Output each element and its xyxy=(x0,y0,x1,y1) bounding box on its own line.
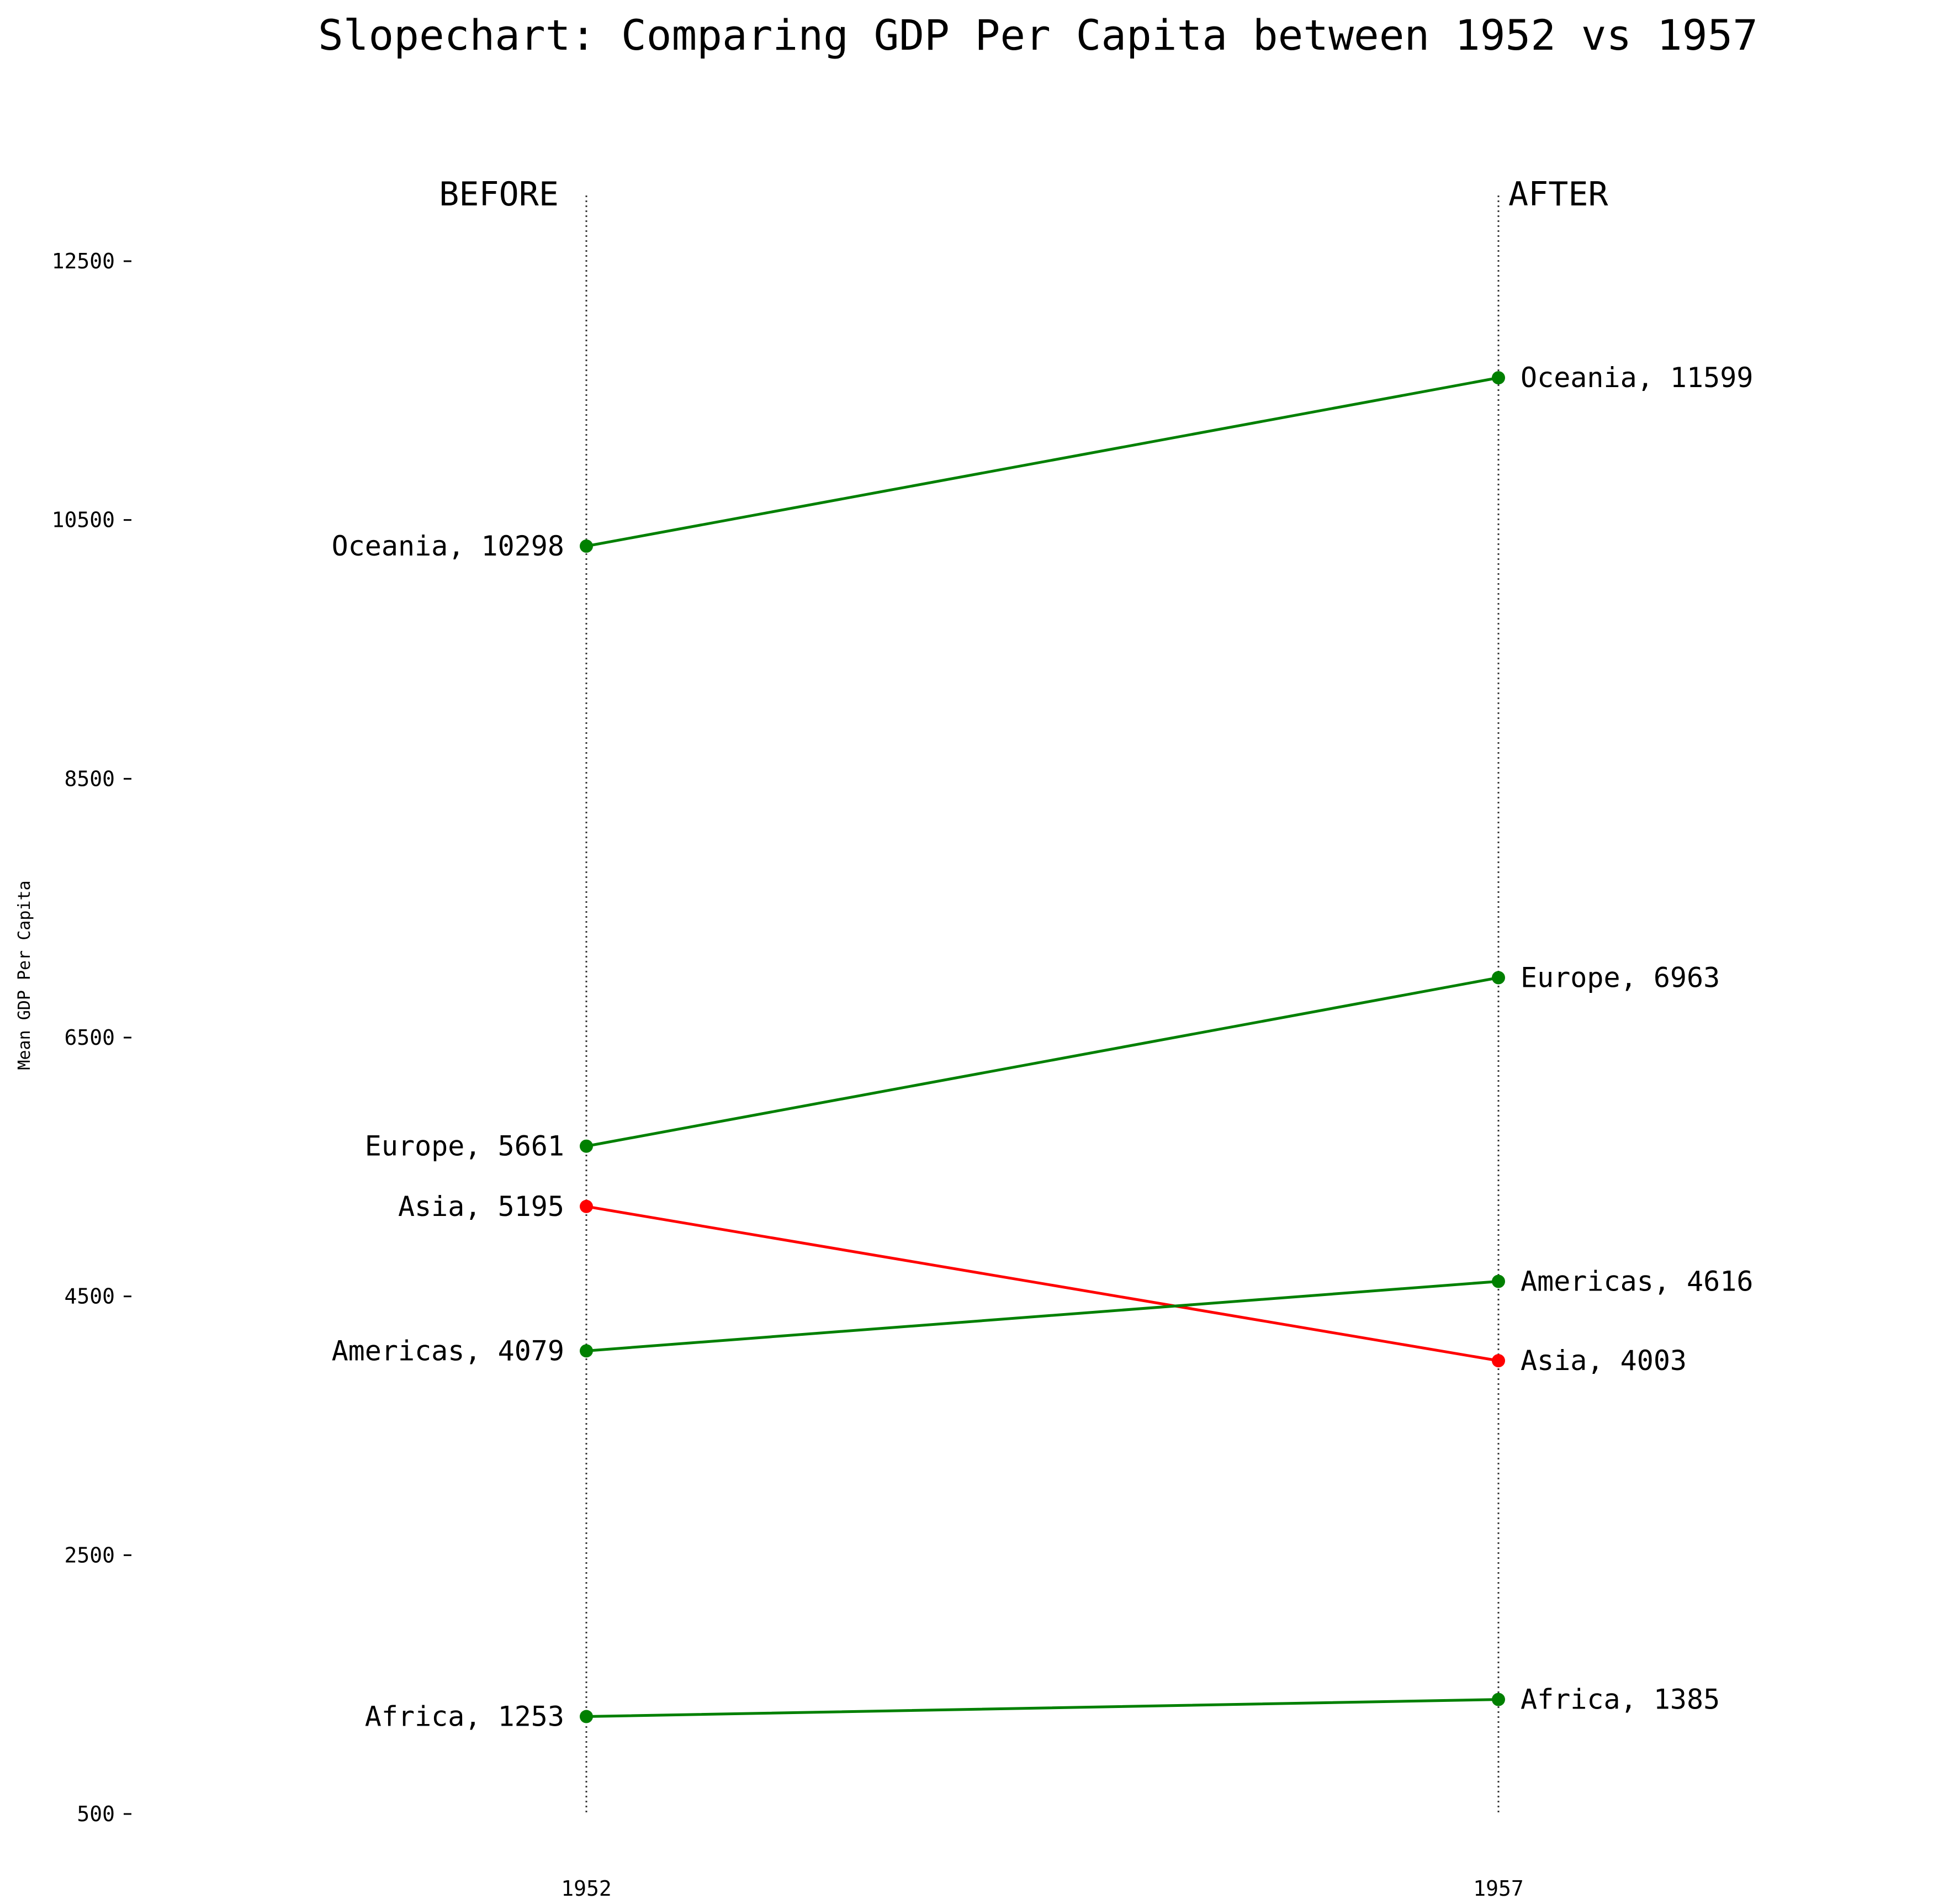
label-oceania-1957: Oceania, 11599 xyxy=(1521,362,1753,394)
slope-line-europe xyxy=(585,976,1500,1148)
y-axis: 500 2500 4500 6500 8500 10500 12500 xyxy=(52,249,131,1826)
y-tick-label: 2500 xyxy=(64,1543,115,1567)
x-tick-label-1952: 1952 xyxy=(561,1876,612,1901)
slope-line-asia xyxy=(585,1205,1500,1362)
label-americas-1957: Americas, 4616 xyxy=(1521,1265,1753,1297)
label-africa-1952: Africa, 1253 xyxy=(365,1701,564,1733)
label-oceania-1952: Oceania, 10298 xyxy=(332,530,564,562)
label-europe-1952: Europe, 5661 xyxy=(365,1130,564,1162)
y-tick-label: 12500 xyxy=(52,249,115,273)
label-europe-1957: Europe, 6963 xyxy=(1521,962,1720,994)
label-asia-1957: Asia, 4003 xyxy=(1521,1345,1687,1377)
x-tick-label-1957: 1957 xyxy=(1473,1876,1524,1901)
y-axis-label: Mean GDP Per Capita xyxy=(15,880,34,1070)
point-asia-1952 xyxy=(580,1199,593,1213)
point-africa-1952 xyxy=(580,1710,593,1723)
series-americas: Americas, 4079 Americas, 4616 xyxy=(332,1265,1754,1367)
series-layer: Oceania, 10298 Oceania, 11599 Europe, 5661… xyxy=(332,362,1754,1732)
point-asia-1957 xyxy=(1492,1354,1505,1368)
point-europe-1957 xyxy=(1492,971,1505,985)
year-guide-lines xyxy=(585,195,1500,1814)
label-americas-1952: Americas, 4079 xyxy=(332,1335,564,1367)
chart-title: Slopechart: Comparing GDP Per Capita bet… xyxy=(318,10,1758,60)
point-americas-1952 xyxy=(580,1344,593,1358)
slope-line-africa xyxy=(585,1698,1500,1718)
point-americas-1957 xyxy=(1492,1274,1505,1288)
x-axis: 1952 1957 xyxy=(561,1876,1524,1901)
y-tick-label: 4500 xyxy=(64,1284,115,1309)
label-africa-1957: Africa, 1385 xyxy=(1521,1684,1720,1716)
y-tick-label: 6500 xyxy=(64,1025,115,1050)
before-header: BEFORE xyxy=(439,175,559,214)
y-tick-label: 10500 xyxy=(52,508,115,532)
label-asia-1952: Asia, 5195 xyxy=(398,1191,564,1223)
series-oceania: Oceania, 10298 Oceania, 11599 xyxy=(332,362,1754,562)
point-europe-1952 xyxy=(580,1139,593,1153)
slope-line-americas xyxy=(585,1279,1500,1352)
slope-line-oceania xyxy=(585,376,1500,548)
y-tick-label: 8500 xyxy=(64,766,115,791)
point-oceania-1952 xyxy=(580,540,593,553)
after-header: AFTER xyxy=(1508,175,1608,214)
series-europe: Europe, 5661 Europe, 6963 xyxy=(365,962,1720,1162)
point-oceania-1957 xyxy=(1492,371,1505,385)
y-tick-label: 500 xyxy=(77,1802,115,1826)
point-africa-1957 xyxy=(1492,1693,1505,1706)
series-africa: Africa, 1253 Africa, 1385 xyxy=(365,1684,1720,1733)
series-asia: Asia, 5195 Asia, 4003 xyxy=(398,1191,1687,1377)
